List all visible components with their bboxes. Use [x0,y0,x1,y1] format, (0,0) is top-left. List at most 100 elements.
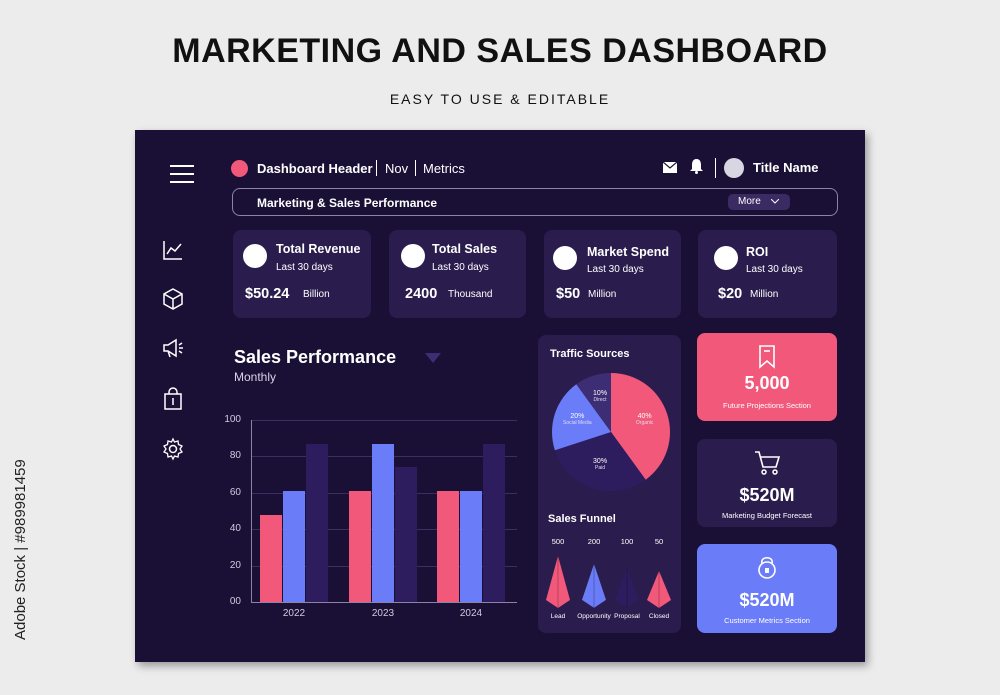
bar-2023-0[interactable] [349,490,371,602]
funnel-label: Proposal [614,613,640,620]
funnel-shape-closed[interactable] [647,571,671,608]
month-label[interactable]: Nov [385,161,409,176]
kpi-card-spend[interactable]: Market Spend Last 30 days $50 Million [544,230,681,318]
bell-icon[interactable] [690,159,703,174]
kpi-period: Last 30 days [587,264,644,275]
kpi-period: Last 30 days [746,264,803,275]
bar-2023-2[interactable] [395,467,417,602]
funnel-label: Closed [648,613,670,620]
traffic-funnel-panel: Traffic Sources 40% Organic 30% Paid 20% Soci… [538,335,681,633]
sales-performance-subtitle: Monthly [234,370,277,384]
pie-label: 30% Paid [580,458,620,471]
kpi-title: Total Revenue [276,242,361,256]
kpi-title: Total Sales [432,242,498,256]
kpi-unit: Thousand [448,289,493,300]
more-dropdown[interactable]: More [728,194,790,210]
kpi-period: Last 30 days [432,262,489,273]
chevron-down-icon [771,199,779,204]
funnel-value: 500 [551,537,565,546]
kpi-value: $20 [718,286,743,302]
funnel-shape-lead[interactable] [546,556,570,608]
pie-category: Direct [593,397,607,404]
card-label: Future Projections Section [723,401,811,410]
bar-2022-1[interactable] [283,490,305,602]
dashboard: Dashboard Header Nov Metrics Title Name … [135,130,865,662]
page-title: MARKETING AND SALES DASHBOARD [172,32,828,70]
cart-icon [755,451,781,475]
kpi-value: 2400 [405,286,438,302]
search-bar[interactable]: Marketing & Sales Performance More [232,188,838,216]
funnel-value: 50 [654,537,664,546]
marketing-budget-card[interactable]: $520M Marketing Budget Forecast [697,439,837,527]
pie-slice-organic[interactable] [611,373,670,480]
kpi-unit: Million [750,289,779,300]
spend-icon [553,246,577,270]
traffic-sources-title: Traffic Sources [550,348,630,360]
card-value: 5,000 [744,373,790,393]
shopping-bag-icon[interactable] [161,387,185,411]
sales-bar-chart: 00 20 40 60 80 100 2022 2023 2024 [215,410,525,620]
pie-slice-direct[interactable] [576,373,611,432]
pie-label: 20% Social Media [557,413,597,426]
divider [715,158,716,178]
page-subtitle: EASY TO USE & EDITABLE [389,91,611,107]
kpi-card-sales[interactable]: Total Sales Last 30 days 2400 Thousand [389,230,526,318]
pie-value: 30% [593,457,608,465]
mail-icon[interactable] [663,162,677,173]
funnel-shape-opportunity[interactable] [582,564,606,608]
card-label: Marketing Budget Forecast [721,511,813,520]
bar-2023-1[interactable] [372,443,394,602]
avatar[interactable] [724,158,744,178]
revenue-icon [243,244,267,268]
kpi-card-roi[interactable]: ROI Last 30 days $20 Million [698,230,837,318]
pie-value: 10% [593,390,608,398]
megaphone-icon[interactable] [161,336,185,360]
divider [376,160,377,176]
card-label: Customer Metrics Section [724,616,810,625]
bar-2024-1[interactable] [460,490,482,602]
dashboard-header-label[interactable]: Dashboard Header [257,161,373,176]
bar-2024-0[interactable] [437,490,459,602]
bar-2022-2[interactable] [306,443,328,602]
pie-value: 20% [570,413,585,421]
pie-label: 40% Organic [625,413,665,426]
card-value: $520M [739,590,795,610]
metrics-label[interactable]: Metrics [423,161,465,176]
pie-value: 40% [637,413,652,421]
pie-slice-paid[interactable] [554,432,646,491]
funnel-value: 100 [620,537,634,546]
customer-metrics-card[interactable]: $520M Customer Metrics Section [697,544,837,633]
future-projections-card[interactable]: 5,000 Future Projections Section [697,333,837,421]
bar-2024-2[interactable] [483,443,505,602]
kpi-unit: Million [588,289,617,300]
kpi-card-revenue[interactable]: Total Revenue Last 30 days $50.24 Billio… [233,230,371,318]
y-tick-label: 40 [229,523,241,535]
menu-icon[interactable] [170,165,194,189]
funnel-shape-proposal[interactable] [615,568,639,608]
more-label: More [738,196,761,207]
gear-icon[interactable] [161,437,185,461]
y-tick-label: 80 [229,450,241,462]
sales-performance-title: Sales Performance [234,347,397,367]
sales-funnel-chart: 500 Lead 200 Opportunity 100 Proposal 50 Closed [538,535,681,625]
card-value: $520M [739,485,795,505]
dropdown-triangle-icon[interactable] [425,353,441,363]
pie-slice-social-media[interactable] [552,384,611,451]
x-axis [251,602,517,603]
sales-funnel-title: Sales Funnel [548,513,616,525]
kpi-value: $50.24 [245,286,290,302]
watermark: Adobe Stock | #989981459 [12,459,29,640]
kpi-title: Market Spend [587,245,669,259]
pie-category: Social Media [563,420,592,427]
line-chart-icon[interactable] [161,238,185,262]
divider [415,160,416,176]
x-tick-label: 2024 [459,608,483,619]
traffic-pie-chart [552,373,670,491]
funnel-label: Opportunity [577,613,611,620]
kpi-unit: Billion [303,289,330,300]
cube-icon[interactable] [161,287,185,311]
user-name[interactable]: Title Name [753,160,819,175]
x-tick-label: 2022 [282,608,306,619]
y-tick-label: 60 [229,486,241,498]
bar-2022-0[interactable] [260,514,282,602]
